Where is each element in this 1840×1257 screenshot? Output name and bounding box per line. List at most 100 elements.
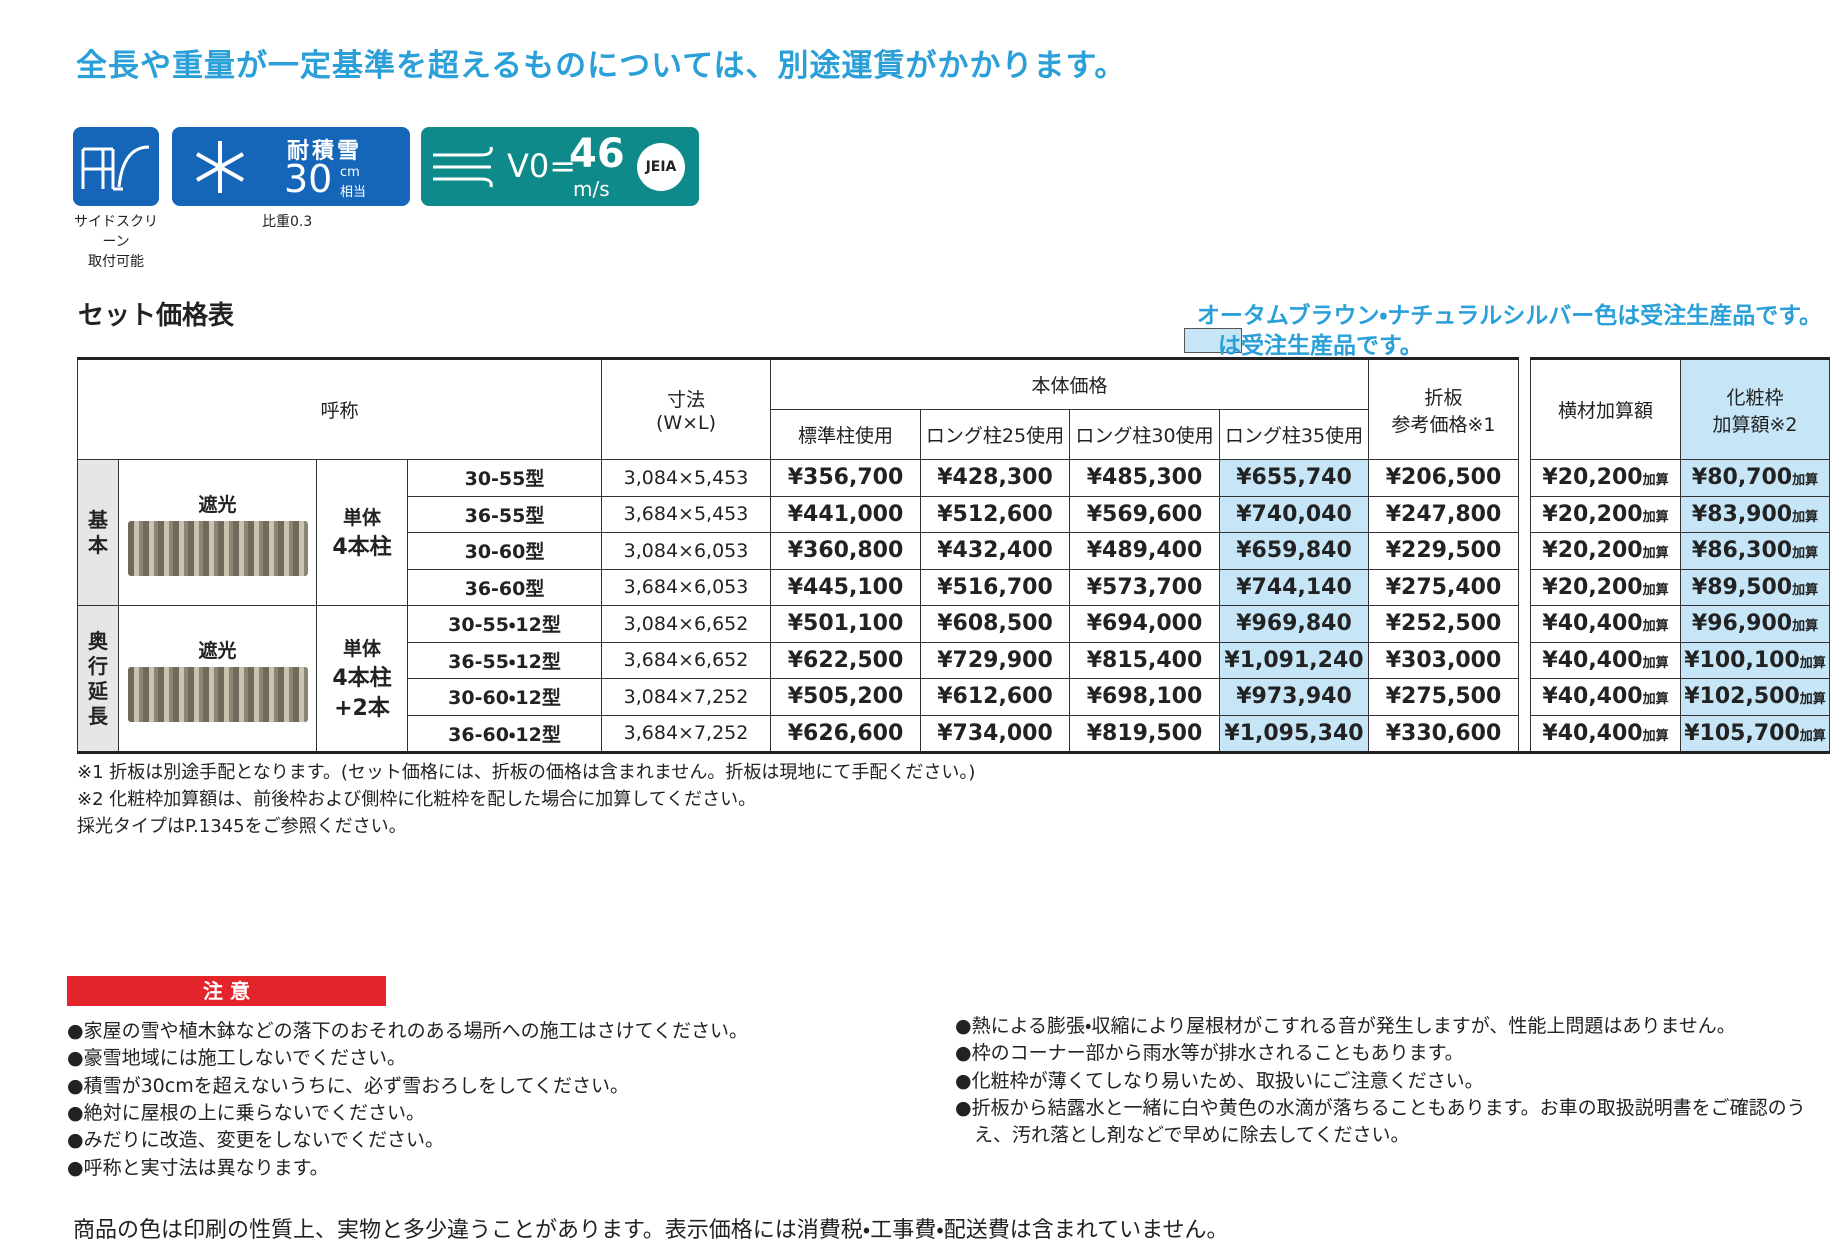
price-cell: ¥973,940 (1219, 678, 1369, 716)
gap (1518, 358, 1531, 460)
add-label: 加算 (1642, 692, 1669, 708)
yokozai-value: ¥20,200 (1542, 538, 1643, 564)
group-label: 奥行延長 (77, 605, 119, 753)
size-cell: 3,084×7,252 (601, 678, 771, 716)
oriban-cell: ¥303,000 (1368, 641, 1519, 679)
add-label: 加算 (1642, 473, 1669, 489)
price-cell: ¥360,800 (770, 532, 921, 570)
add-label: 加算 (1642, 582, 1669, 598)
table-title: セット価格表 (78, 301, 235, 331)
caution-item: ●家屋の雪や植木鉢などの落下のおそれのある場所への施工はさけてください。 (67, 1020, 749, 1042)
group-label: 基本 (77, 459, 119, 606)
snow-caption: 比重0.3 (262, 214, 313, 230)
type-cell: 遮光 (118, 459, 317, 606)
posts-cell: 単体 4本柱 (316, 459, 408, 606)
price-cell: ¥1,095,340 (1219, 714, 1369, 753)
kesho-cell: ¥80,700加算 (1680, 459, 1830, 497)
add-label: 加算 (1799, 655, 1826, 671)
oriban-cell: ¥330,600 (1368, 714, 1519, 753)
price-cell: ¥569,600 (1069, 495, 1220, 533)
caution-item: ●熱による膨張・収縮により屋根材がこすれる音が発生しますが、性能上問題はありませ… (955, 1015, 1736, 1037)
price-cell: ¥441,000 (770, 495, 921, 533)
price-cell: ¥505,200 (770, 678, 921, 716)
posts-text: +2本 (334, 695, 390, 721)
oriban-cell: ¥252,500 (1368, 605, 1519, 643)
posts-text: 4本柱 (332, 665, 392, 691)
yokozai-value: ¥40,400 (1542, 611, 1643, 637)
header-row: 標準柱使用 ロング柱25使用 ロング柱30使用 ロング柱35使用 (78, 409, 1830, 460)
model-cell: 30-55型 (407, 459, 602, 497)
header-text: 加算額※2 (1712, 413, 1798, 436)
type-label: 遮光 (198, 493, 237, 516)
wind-icon (433, 146, 493, 188)
price-cell: ¥512,600 (920, 495, 1070, 533)
legend-swatch (1184, 328, 1242, 353)
snow-badge: 耐積雪 30 cm 相当 (172, 127, 410, 206)
yokozai-cell: ¥20,200加算 (1530, 495, 1681, 533)
posts-text: 単体 (342, 637, 381, 660)
header-text: 寸法 (666, 389, 705, 411)
caution-item: ●絶対に屋根の上に乗らないでください。 (67, 1101, 426, 1124)
header-cell: ロング柱35使用 (1219, 409, 1369, 460)
caution-title: 注 意 (67, 976, 386, 1006)
price-cell: ¥734,000 (920, 714, 1070, 753)
header-cell: 横材加算額 (1530, 357, 1681, 460)
header-cell: 本体価格 (770, 357, 1369, 410)
kesho-value: ¥100,100 (1684, 647, 1800, 673)
caption-line: 取付可能 (88, 254, 144, 270)
kesho-value: ¥105,700 (1684, 720, 1800, 746)
order-note: オータムブラウン・ナチュラルシルバー色は受注生産品です。 (1196, 303, 1822, 329)
table-row: 30-60型 3,084×6,053 ¥360,800 ¥432,400 ¥489,40… (78, 532, 1830, 570)
yokozai-value: ¥20,200 (1542, 465, 1643, 491)
snow-label: 耐積雪 (287, 139, 363, 164)
header-text: 折板 (1424, 386, 1463, 409)
size-cell: 3,084×6,652 (601, 605, 771, 643)
oriban-cell: ¥275,400 (1368, 568, 1519, 606)
add-label: 加算 (1792, 509, 1819, 525)
header-cell: 化粧枠 加算額※2 (1680, 357, 1830, 460)
kesho-cell: ¥105,700加算 (1680, 714, 1830, 753)
table-row: 36-60・12型 3,684×7,252 ¥626,600 ¥734,000 ¥819… (78, 714, 1830, 753)
header-cell: ロング柱25使用 (920, 409, 1070, 460)
header-cell: ロング柱30使用 (1069, 409, 1220, 460)
model-cell: 30-55・12型 (407, 605, 602, 643)
table-row: 36-55型 3,684×5,453 ¥441,000 ¥512,600 ¥569,60… (78, 495, 1830, 533)
oriban-cell: ¥229,500 (1368, 532, 1519, 570)
add-label: 加算 (1799, 728, 1826, 744)
kesho-cell: ¥83,900加算 (1680, 495, 1830, 533)
model-cell: 36-60・12型 (407, 714, 602, 753)
type-label: 遮光 (198, 639, 237, 662)
table-row: 奥行延長 遮光 単体 4本柱 +2本 30-55・12型 3,084×6,652 ¥501,1… (77, 605, 1830, 753)
model-cell: 36-60型 (407, 568, 602, 606)
price-cell: ¥1,091,240 (1219, 641, 1369, 679)
gap (1518, 569, 1531, 606)
price-cell: ¥612,600 (920, 678, 1070, 716)
price-cell: ¥969,840 (1219, 605, 1369, 643)
table-row: 基本 遮光 単体 4本柱 30-55型 3,084×5,453 ¥356,700 ¥428,3… (77, 459, 1830, 606)
price-cell: ¥815,400 (1069, 641, 1220, 679)
add-label: 加算 (1642, 655, 1669, 671)
posts-text: 単体 (342, 506, 381, 529)
price-cell: ¥659,840 (1219, 532, 1369, 570)
add-label: 加算 (1799, 692, 1826, 708)
snow-unit: cm (340, 165, 360, 180)
price-cell: ¥432,400 (920, 532, 1070, 570)
kesho-value: ¥96,900 (1691, 611, 1793, 637)
size-cell: 3,684×7,252 (601, 714, 771, 753)
price-cell: ¥445,100 (770, 568, 921, 606)
price-cell: ¥740,040 (1219, 495, 1369, 533)
footnote: ※2 化粧枠加算額は、前後枠および側枠に化粧枠を配した場合に加算してください。 (77, 789, 757, 810)
price-cell: ¥516,700 (920, 568, 1070, 606)
table-row: 30-60・12型 3,084×7,252 ¥505,200 ¥612,600 ¥698… (78, 678, 1830, 716)
table-row: 36-55・12型 3,684×6,652 ¥622,500 ¥729,900 ¥815… (78, 641, 1830, 679)
price-cell: ¥573,700 (1069, 568, 1220, 606)
price-cell: ¥608,500 (920, 605, 1070, 643)
kesho-cell: ¥96,900加算 (1680, 605, 1830, 643)
gap (1518, 605, 1531, 642)
kesho-value: ¥86,300 (1691, 538, 1793, 564)
yokozai-cell: ¥40,400加算 (1530, 678, 1681, 716)
add-label: 加算 (1642, 728, 1669, 744)
price-cell: ¥698,100 (1069, 678, 1220, 716)
yokozai-value: ¥40,400 (1542, 684, 1643, 710)
kesho-value: ¥83,900 (1691, 501, 1793, 527)
